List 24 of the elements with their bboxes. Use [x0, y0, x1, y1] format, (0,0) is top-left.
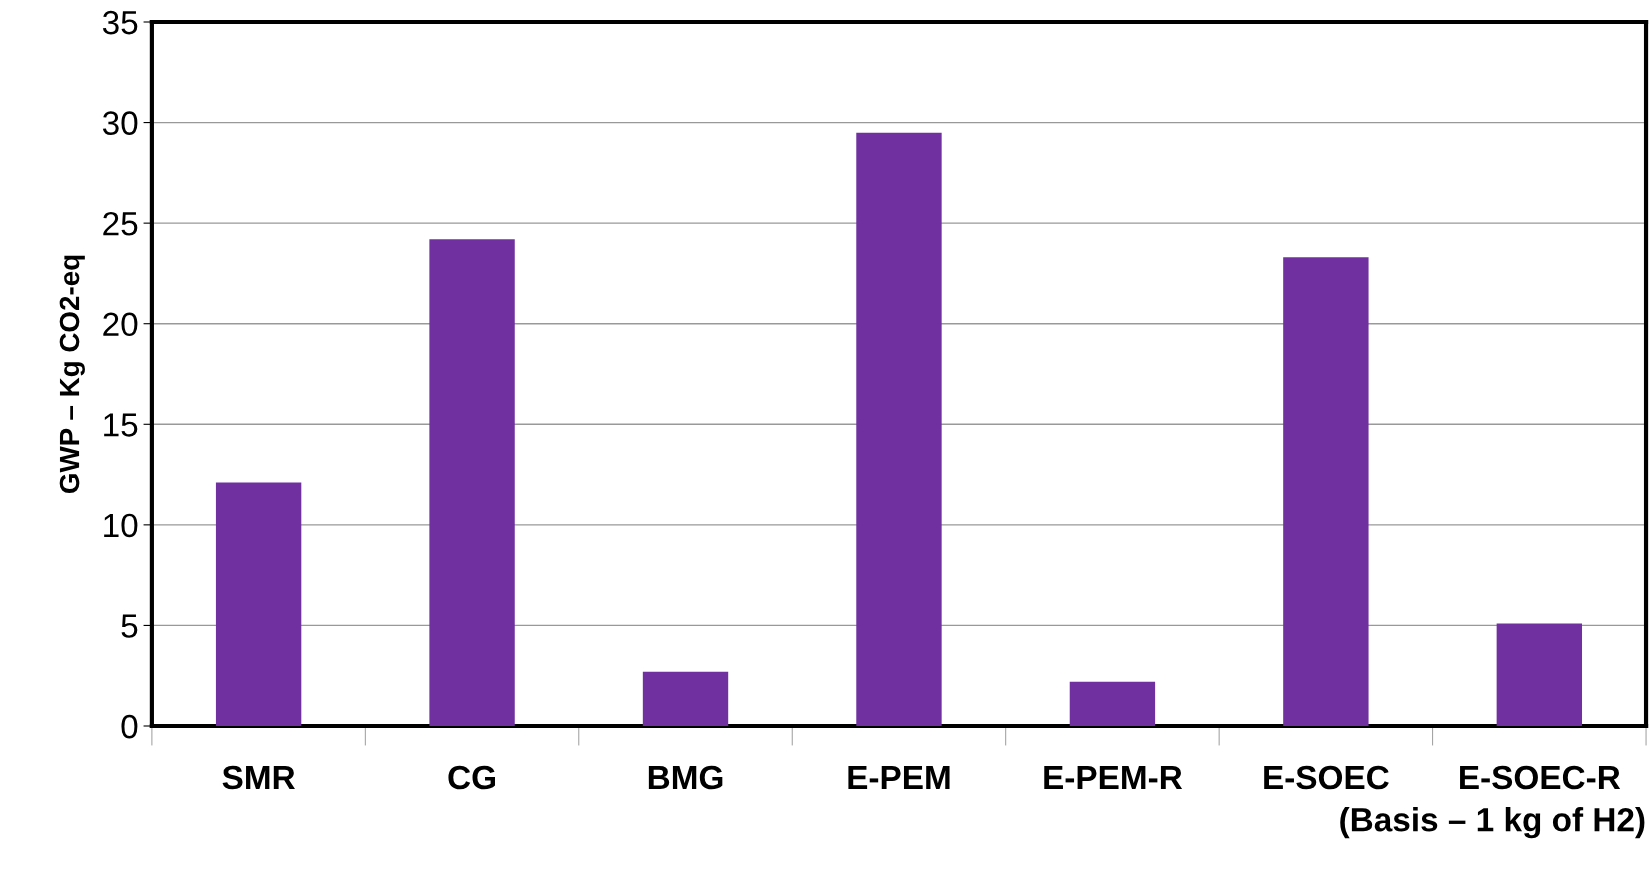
y-tick-label: 35 [102, 10, 138, 35]
y-tick-label: 0 [121, 714, 138, 739]
x-axis-title: (Basis – 1 kg of H2) [1340, 807, 1645, 839]
x-tick-label: E-PEM [848, 766, 950, 790]
bar [215, 482, 302, 726]
y-tick-label: 10 [104, 513, 138, 538]
x-tick-label: CG [448, 765, 495, 790]
bar [1283, 257, 1369, 726]
y-tick-label: 30 [102, 111, 138, 135]
y-tick-label: 15 [104, 413, 138, 437]
bar [429, 239, 515, 726]
bar [1069, 681, 1156, 726]
bar [642, 671, 729, 726]
x-tick-label: E-PEM-R [1044, 766, 1183, 790]
x-tick-label: BMG [648, 765, 723, 790]
y-tick-label: 5 [121, 614, 138, 638]
x-tick-label: E-SOEC-R [1460, 765, 1621, 790]
x-tick-label: SMR [222, 765, 295, 790]
y-axis-title: GWP – Kg CO2-eq [59, 255, 85, 493]
bar [856, 132, 942, 726]
bar [1496, 623, 1583, 726]
y-tick-label: 25 [103, 211, 138, 236]
y-tick-label: 20 [103, 312, 138, 337]
x-tick-label: E-SOEC [1264, 765, 1389, 790]
